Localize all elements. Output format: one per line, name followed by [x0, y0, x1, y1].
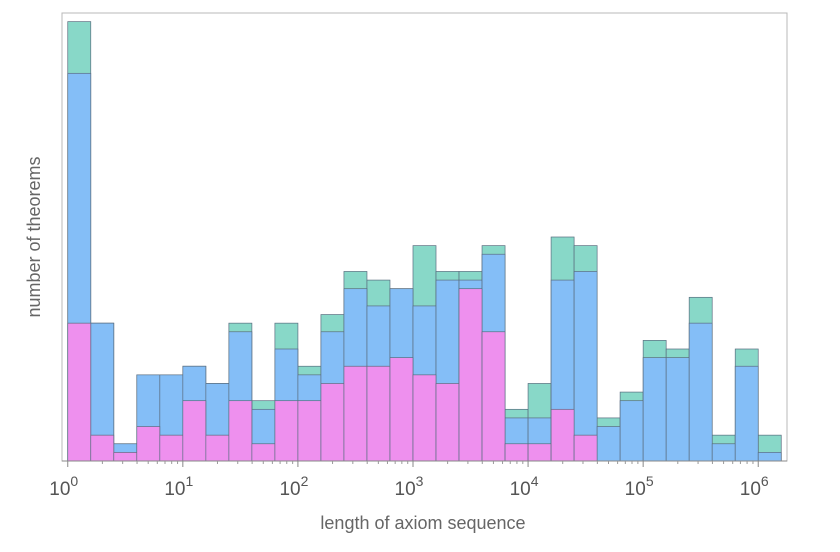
x-tick-label-power-1: 1	[186, 473, 194, 489]
series-magenta-bar-21	[550, 408, 575, 462]
x-tick-label-power-6: 6	[761, 473, 769, 489]
series-blue-bar-27	[688, 322, 713, 462]
series-magenta-bar-19	[504, 443, 529, 462]
x-tick-label-base-2: 10	[279, 479, 300, 500]
series-magenta-bar-10	[297, 400, 322, 462]
x-tick-label-base-4: 10	[510, 479, 531, 500]
x-ticks-group: 100 101 102 103 104 105 106	[49, 461, 769, 500]
series-blue-bar-23	[596, 426, 621, 462]
series-blue-bar-28	[711, 443, 736, 462]
series-blue-bar-30	[757, 452, 782, 462]
series-magenta-bar-3	[136, 426, 161, 462]
series-magenta-bar-9	[274, 400, 299, 462]
x-tick-label-5: 105	[625, 473, 654, 500]
y-axis-label: number of theorems	[24, 156, 44, 317]
x-tick-label-1: 101	[164, 473, 193, 500]
series-magenta-bar-5	[182, 400, 207, 462]
series-magenta-bar-20	[527, 443, 552, 462]
series-magenta-bar-4	[159, 434, 184, 462]
x-tick-label-power-5: 5	[646, 473, 654, 489]
series-blue-bar-25	[642, 357, 667, 462]
x-tick-label-power-0: 0	[70, 473, 78, 489]
series-blue-bar-24	[619, 400, 644, 462]
series-magenta-bar-1	[90, 434, 115, 462]
series-magenta-bar-17	[458, 288, 483, 462]
bars-group	[62, 21, 787, 462]
series-blue-bar-29	[734, 365, 759, 462]
x-tick-label-base-0: 10	[49, 479, 70, 500]
series-magenta-bar-7	[228, 400, 253, 462]
x-tick-label-0: 100	[49, 473, 78, 500]
x-tick-label-power-2: 2	[301, 473, 309, 489]
series-magenta-bar-0	[67, 322, 92, 462]
x-tick-label-4: 104	[510, 473, 539, 500]
series-magenta-bar-12	[343, 365, 368, 462]
x-tick-label-power-4: 4	[531, 473, 539, 489]
series-blue-bar-26	[665, 357, 690, 462]
x-tick-label-base-6: 10	[740, 479, 761, 500]
series-magenta-bar-8	[251, 443, 276, 462]
x-tick-label-power-3: 3	[416, 473, 424, 489]
x-tick-label-2: 102	[279, 473, 308, 500]
x-tick-label-base-5: 10	[625, 479, 646, 500]
series-magenta-bar-2	[113, 452, 138, 462]
series-magenta-bar-15	[412, 374, 437, 462]
series-blue-bar-22	[573, 271, 598, 462]
series-magenta-bar-13	[366, 365, 391, 462]
series-magenta-bar-18	[481, 331, 506, 462]
series-magenta-bar-16	[435, 383, 460, 462]
series-magenta-bar-6	[205, 434, 230, 462]
x-tick-label-base-3: 10	[395, 479, 416, 500]
x-tick-label-base-1: 10	[164, 479, 185, 500]
series-magenta-bar-11	[320, 383, 345, 462]
series-magenta-bar-14	[389, 357, 414, 462]
x-axis-label: length of axiom sequence	[320, 513, 525, 533]
series-magenta-bar-22	[573, 434, 598, 462]
x-tick-label-6: 106	[740, 473, 769, 500]
x-tick-label-3: 103	[395, 473, 424, 500]
